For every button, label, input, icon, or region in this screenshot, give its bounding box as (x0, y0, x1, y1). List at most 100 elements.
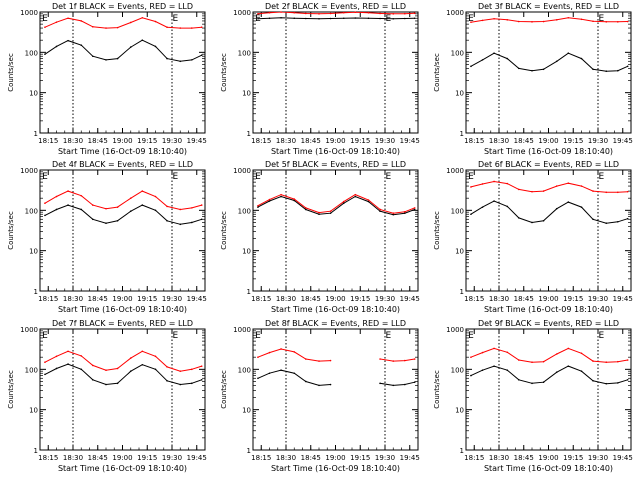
events-point (605, 382, 608, 385)
lld-point (354, 193, 357, 196)
events-point (392, 213, 395, 216)
lld-point (67, 17, 69, 20)
plot-frame (39, 11, 206, 134)
chart-panel-det-9: Det 9f BLACK = Events, RED = LLD Counts/s… (433, 319, 633, 473)
events-point (592, 218, 594, 221)
y-tick-label: 10 (455, 248, 464, 256)
x-tick-label: 19:45 (187, 137, 207, 145)
events-point (481, 59, 484, 61)
event-marker-label: E (468, 172, 474, 182)
events-point (179, 383, 182, 386)
series-events-line (44, 204, 202, 225)
y-tick-label: 1 (34, 447, 38, 455)
series-events-line (257, 17, 415, 20)
lld-point (257, 204, 259, 207)
events-point (506, 57, 509, 60)
lld-point (531, 190, 533, 193)
events-point (592, 379, 594, 382)
events-point (141, 204, 144, 206)
events-point (116, 57, 119, 60)
events-point (567, 201, 570, 203)
x-tick-label: 19:30 (588, 454, 608, 462)
plot-frame (39, 328, 206, 451)
lld-point (354, 11, 357, 13)
y-tick-label: 10 (29, 407, 38, 415)
lld-point (268, 351, 271, 354)
events-point (44, 214, 46, 217)
events-point (80, 368, 83, 371)
y-tick-label: 10 (455, 90, 464, 98)
lld-point (617, 21, 619, 23)
lld-point (518, 20, 520, 23)
events-point (392, 384, 395, 387)
lld-point (179, 208, 182, 211)
y-axis-label: Counts/sec (220, 53, 228, 92)
y-tick-label: 1 (460, 288, 464, 296)
x-axis-label: Start Time (16-Oct-09 18:10:40) (271, 464, 400, 473)
x-tick-label: 19:45 (400, 295, 420, 303)
x-tick-label: 18:45 (301, 454, 321, 462)
events-point (493, 200, 495, 202)
x-tick-label: 18:15 (464, 295, 484, 303)
events-point (470, 65, 472, 68)
y-tick-label: 1 (247, 288, 251, 296)
y-tick-label: 1000 (233, 9, 251, 17)
chart-panel-det-5: Det 5f BLACK = Events, RED = LLD Counts/s… (220, 160, 420, 314)
x-tick-label: 19:00 (538, 295, 558, 303)
events-point (531, 382, 533, 385)
chart-panel-det-4: Det 4f BLACK = Events, RED = LLD Counts/s… (7, 160, 207, 314)
x-tick-label: 18:30 (63, 295, 83, 303)
lld-point (305, 358, 307, 360)
lld-point (542, 190, 545, 192)
events-point (268, 200, 271, 202)
events-point (506, 205, 509, 208)
y-tick-label: 100 (238, 366, 251, 374)
lld-point (166, 205, 168, 208)
lld-point (80, 20, 83, 22)
events-point (80, 44, 83, 47)
lld-point (67, 190, 69, 192)
lld-point (493, 17, 495, 20)
x-axis-label: Start Time (16-Oct-09 18:10:40) (271, 305, 400, 314)
events-point (318, 213, 320, 216)
series-lld-line (257, 194, 415, 214)
events-point (555, 371, 558, 373)
events-point (154, 209, 157, 212)
lld-point (166, 366, 168, 368)
x-tick-label: 19:30 (588, 137, 608, 145)
events-point (141, 39, 144, 41)
chart-panel-det-6: Det 6f BLACK = Events, RED = LLD Counts/s… (433, 160, 633, 314)
event-marker-label: E (42, 14, 48, 24)
x-tick-label: 19:15 (563, 137, 583, 145)
events-point (305, 380, 307, 383)
lld-point (116, 206, 119, 208)
x-tick-label: 19:15 (137, 137, 157, 145)
event-marker-label: E (385, 331, 391, 341)
x-axis-label: Start Time (16-Oct-09 18:10:40) (484, 464, 613, 473)
events-point (280, 16, 282, 19)
events-point (367, 200, 370, 203)
y-tick-label: 1 (247, 447, 251, 455)
y-tick-label: 1 (460, 130, 464, 138)
lld-point (129, 21, 132, 24)
series-lld-line (470, 17, 628, 23)
y-tick-label: 100 (238, 207, 251, 215)
lld-point (413, 12, 416, 15)
lld-point (555, 19, 558, 21)
events-point (354, 195, 357, 198)
chart-panel-det-7: Det 7f BLACK = Events, RED = LLD Counts/s… (7, 319, 207, 473)
events-point (257, 206, 259, 208)
lld-point (55, 195, 58, 198)
y-tick-label: 10 (29, 90, 38, 98)
lld-point (567, 16, 570, 19)
event-marker-label: E (598, 14, 604, 24)
lld-point (116, 26, 119, 29)
events-point (605, 70, 608, 73)
events-point (555, 207, 558, 210)
events-point (592, 68, 594, 71)
lld-point (379, 358, 381, 360)
series-events-line (470, 365, 628, 385)
lld-point (166, 26, 168, 28)
events-point (44, 373, 46, 376)
events-point (105, 222, 107, 224)
